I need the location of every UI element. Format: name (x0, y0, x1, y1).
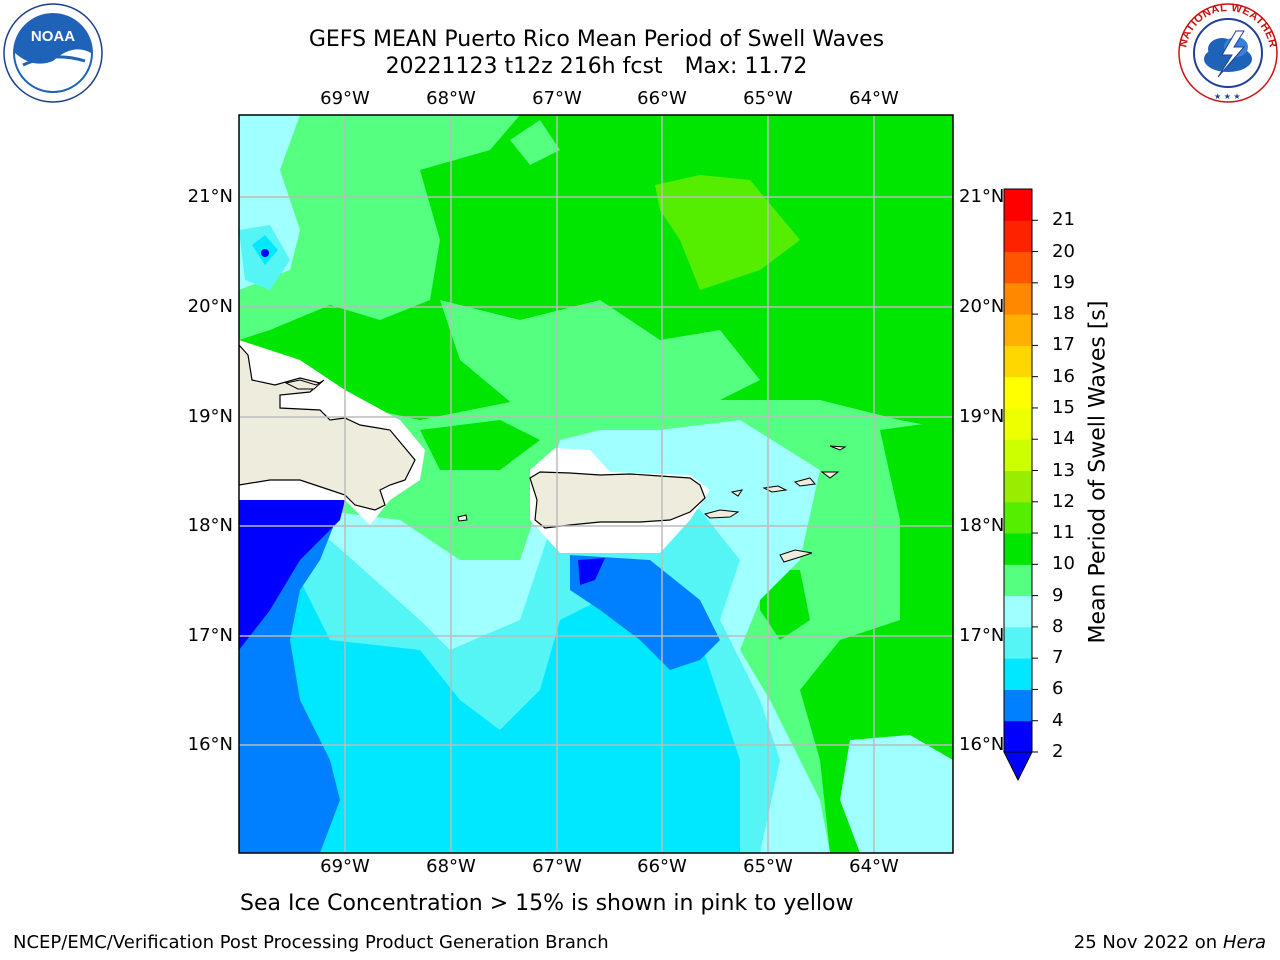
lon-label-top: 69°W (320, 88, 370, 109)
colorbar-segment (1004, 189, 1032, 221)
lon-label-top: 65°W (743, 88, 793, 109)
colorbar-segment (1004, 533, 1032, 565)
colorbar-tick-label: 11 (1052, 522, 1075, 544)
contour-4-6-center (570, 555, 720, 670)
lon-label-bottom: 69°W (320, 856, 370, 877)
colorbar-segment (1004, 220, 1032, 253)
contour-8-9-southeast (840, 735, 953, 853)
colorbar-segment (1004, 251, 1032, 284)
graticule (239, 115, 953, 853)
colorbar-tick-label: 20 (1052, 240, 1075, 262)
colorbar-tick-label: 14 (1052, 428, 1075, 450)
colorbar-segment (1004, 345, 1032, 378)
lat-label-right: 17°N (959, 625, 1005, 646)
colorbar-tick-label: 21 (1052, 209, 1075, 231)
lat-label-right: 19°N (959, 406, 1005, 427)
contour-9-10-central (440, 300, 760, 420)
lat-label-right: 21°N (959, 186, 1005, 207)
colorbar-tick-label: 19 (1052, 271, 1075, 293)
colorbar-tick-label: 18 (1052, 303, 1075, 325)
nws-logo: NATIONAL WEATHER SERVICE ★ ★ ★ (1178, 3, 1278, 103)
colorbar-segment (1004, 470, 1032, 503)
lon-label-bottom: 67°W (532, 856, 582, 877)
colorbar-tick-label: 8 (1052, 615, 1064, 637)
saona-island (284, 379, 325, 390)
contour-2-4 (239, 500, 345, 650)
colorbar-tick-label: 17 (1052, 334, 1075, 356)
st-croix-island (779, 549, 813, 563)
noaa-text: NOAA (31, 28, 75, 45)
contour-2-4-center (578, 558, 605, 585)
colorbar-segment (1004, 501, 1032, 534)
colorbar-extend-arrow (1003, 751, 1033, 782)
footer-date: 25 Nov 2022 on Hera (1074, 932, 1266, 953)
map-frame (238, 114, 954, 854)
colorbar-tick-label: 9 (1052, 584, 1064, 606)
swell-period-field (239, 115, 953, 853)
colorbar-segment (1004, 376, 1032, 409)
colorbar-segment (1004, 689, 1032, 722)
lon-label-top: 68°W (426, 88, 476, 109)
colorbar-segment (1004, 564, 1032, 597)
lat-label-right: 18°N (959, 515, 1005, 536)
bvi-islands (793, 471, 840, 487)
map-subtitle: 20221123 t12z 216h fcst Max: 11.72 (240, 54, 953, 80)
mona-island (457, 514, 468, 522)
contour-11-12-north (655, 175, 800, 290)
lat-label-left: 17°N (187, 625, 233, 646)
colorbar-tick-label: 16 (1052, 365, 1075, 387)
footer-credit: NCEP/EMC/Verification Post Processing Pr… (13, 932, 609, 953)
colorbar-segment (1004, 626, 1032, 659)
colorbar-segment (1004, 439, 1032, 471)
colorbar-segment (1004, 314, 1032, 346)
contour-10-11-center (420, 420, 540, 470)
colorbar-segment (1004, 407, 1032, 440)
lat-label-left: 19°N (187, 406, 233, 427)
contour-9-10-west (239, 115, 520, 340)
lon-label-bottom: 64°W (849, 856, 899, 877)
map-title: GEFS MEAN Puerto Rico Mean Period of Swe… (308, 27, 885, 52)
lat-label-left: 18°N (187, 515, 233, 536)
colorbar-segment (1004, 595, 1032, 628)
lat-label-right: 16°N (959, 734, 1005, 755)
footer-date-text: 25 Nov 2022 on (1073, 932, 1218, 953)
lon-label-bottom: 66°W (637, 856, 687, 877)
vieques-island (703, 509, 740, 519)
noaa-logo: NOAA (3, 3, 103, 103)
colorbar-segment (1004, 282, 1032, 315)
lat-label-left: 20°N (187, 296, 233, 317)
lat-label-left: 16°N (187, 734, 233, 755)
contour-9-10-northwest (510, 120, 560, 165)
lon-label-bottom: 68°W (426, 856, 476, 877)
lon-label-top: 64°W (849, 88, 899, 109)
hispaniola-land (239, 344, 416, 511)
colorbar-label-text: Mean Period of Swell Waves [s] (1085, 300, 1111, 644)
colorbar-tick-label: 13 (1052, 459, 1075, 481)
footer-machine: Hera (1222, 932, 1266, 953)
lon-label-top: 67°W (532, 88, 582, 109)
lon-label-top: 66°W (637, 88, 687, 109)
colorbar-tick-label: 2 (1052, 741, 1064, 762)
colorbar-segment (1004, 658, 1032, 690)
colorbar-tick-label: 10 (1052, 553, 1075, 575)
colorbar-tick-label: 12 (1052, 490, 1075, 512)
forecast-date: 20221123 t12z 216h fcst (385, 54, 663, 79)
max-value: Max: 11.72 (684, 54, 808, 79)
colorbar (1003, 188, 1038, 782)
lon-label-bottom: 65°W (743, 856, 793, 877)
anegada-island (829, 445, 847, 451)
colorbar-tick-label: 15 (1052, 396, 1075, 418)
colorbar-tick-label: 7 (1052, 647, 1064, 669)
colorbar-tick-label: 6 (1052, 678, 1064, 700)
colorbar-tick-label: 4 (1052, 709, 1064, 731)
culebra-island (730, 489, 744, 497)
sea-ice-note: Sea Ice Concentration > 15% is shown in … (240, 891, 854, 916)
lat-label-right: 20°N (959, 296, 1005, 317)
st-thomas-island (762, 485, 788, 493)
colorbar-segment (1004, 720, 1032, 753)
svg-text:★ ★ ★: ★ ★ ★ (1214, 92, 1241, 101)
lat-label-left: 21°N (187, 186, 233, 207)
